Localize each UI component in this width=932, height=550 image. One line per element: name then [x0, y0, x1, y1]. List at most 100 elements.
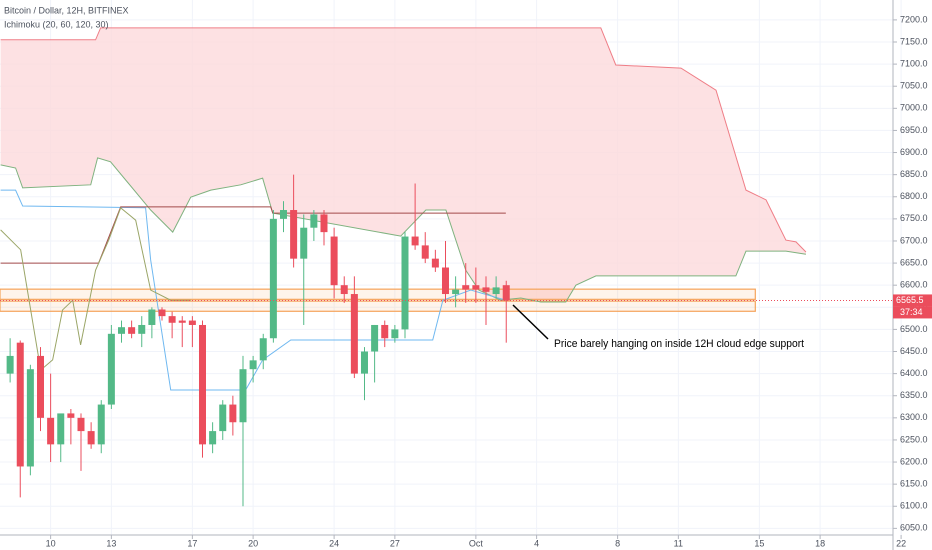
x-tick-label: 18	[815, 538, 825, 548]
candle-body	[310, 214, 318, 228]
y-tick-label: 6600.0	[900, 280, 928, 290]
last-price-label: 6565.5	[896, 295, 924, 305]
candle-body	[77, 417, 85, 432]
y-tick-label: 6100.0	[900, 501, 928, 511]
candle-body	[47, 417, 55, 445]
x-tick-label: 4	[534, 538, 539, 548]
candle-body	[371, 324, 379, 352]
countdown-box	[893, 306, 932, 319]
candle-body	[229, 404, 237, 423]
candle-body	[279, 210, 287, 219]
y-tick-label: 6850.0	[900, 169, 928, 179]
candle-body	[502, 285, 510, 301]
candle-body	[26, 369, 34, 467]
candle-body	[249, 360, 257, 370]
indicator-line	[0, 157, 807, 303]
candle-body	[381, 324, 389, 339]
candle-body	[219, 404, 227, 432]
candle-body	[452, 289, 460, 295]
countdown-label: 37:34	[900, 307, 923, 317]
x-tick-label: 20	[248, 538, 258, 548]
candle-body	[421, 245, 429, 259]
candle-body	[67, 413, 75, 418]
x-tick-label: Oct	[469, 538, 484, 548]
candle-body	[482, 287, 490, 292]
y-tick-label: 7200.0	[900, 14, 928, 24]
x-tick-label: 22	[896, 538, 906, 548]
y-tick-label: 6200.0	[900, 456, 928, 466]
candle-body	[158, 309, 166, 317]
candle-body	[360, 351, 368, 374]
candle-body	[472, 285, 480, 290]
candle-body	[117, 327, 125, 334]
candle-body	[178, 320, 186, 323]
y-tick-label: 7150.0	[900, 36, 928, 46]
candle-body	[431, 258, 439, 268]
candle-body	[128, 327, 136, 334]
y-tick-label: 7100.0	[900, 58, 928, 68]
x-tick-label: 13	[106, 538, 116, 548]
y-tick-label: 6650.0	[900, 257, 928, 267]
candle-body	[87, 431, 95, 445]
indicator-line	[0, 27, 807, 253]
candle-body	[239, 369, 247, 423]
candle-body	[6, 355, 14, 374]
y-tick-label: 6250.0	[900, 434, 928, 444]
y-tick-label: 6400.0	[900, 368, 928, 378]
x-tick-label: 24	[329, 538, 339, 548]
indicator-line	[0, 206, 506, 264]
candle-body	[138, 324, 146, 334]
chart-title: Bitcoin / Dollar, 12H, BITFINEX	[4, 5, 129, 15]
candle-body	[97, 404, 105, 445]
candle-body	[168, 316, 176, 323]
y-tick-label: 6050.0	[900, 523, 928, 533]
y-tick-label: 6800.0	[900, 191, 928, 201]
annotation: Price barely hanging on inside 12H cloud…	[554, 338, 804, 350]
support-zone	[0, 288, 756, 300]
candle-body	[411, 236, 419, 246]
candle-body	[290, 210, 298, 259]
candle-body	[198, 324, 206, 445]
candle-body	[188, 320, 196, 325]
y-tick-label: 6750.0	[900, 213, 928, 223]
annotation-arrow	[512, 304, 549, 340]
cloud	[0, 27, 806, 302]
y-tick-label: 6450.0	[900, 346, 928, 356]
y-tick-label: 7000.0	[900, 103, 928, 113]
candle-body	[350, 294, 358, 374]
last-price-box	[893, 294, 932, 307]
y-tick-label: 6150.0	[900, 479, 928, 489]
x-tick-label: 10	[46, 538, 56, 548]
candle-body	[492, 287, 500, 295]
y-tick-label: 6300.0	[900, 412, 928, 422]
support-zone	[0, 300, 756, 312]
candle-body	[401, 236, 409, 330]
y-tick-label: 7050.0	[900, 81, 928, 91]
y-tick-label: 6950.0	[900, 125, 928, 135]
x-tick-label: 11	[674, 538, 683, 548]
candle-body	[107, 333, 115, 405]
candle-body	[320, 214, 328, 233]
candle-body	[16, 342, 24, 467]
candle-body	[209, 431, 217, 445]
candle-body	[57, 413, 65, 445]
candle-body	[300, 227, 308, 259]
candle-body	[340, 285, 348, 295]
y-tick-label: 6500.0	[900, 324, 928, 334]
y-tick-label: 6700.0	[900, 235, 928, 245]
indicator-label: Ichimoku (20, 60, 120, 30)	[4, 19, 109, 29]
x-tick-label: 17	[187, 538, 197, 548]
candle-body	[391, 329, 399, 339]
candle-body	[269, 218, 277, 339]
candle-body	[259, 338, 267, 361]
y-tick-label: 6900.0	[900, 147, 928, 157]
candle-body	[462, 285, 470, 290]
x-tick-label: 27	[390, 538, 400, 548]
x-tick-label: 15	[754, 538, 764, 548]
x-tick-label: 8	[615, 538, 620, 548]
candle-body	[36, 355, 44, 418]
candle-body	[330, 236, 338, 286]
candle-body	[148, 309, 156, 325]
candle-body	[441, 267, 449, 295]
